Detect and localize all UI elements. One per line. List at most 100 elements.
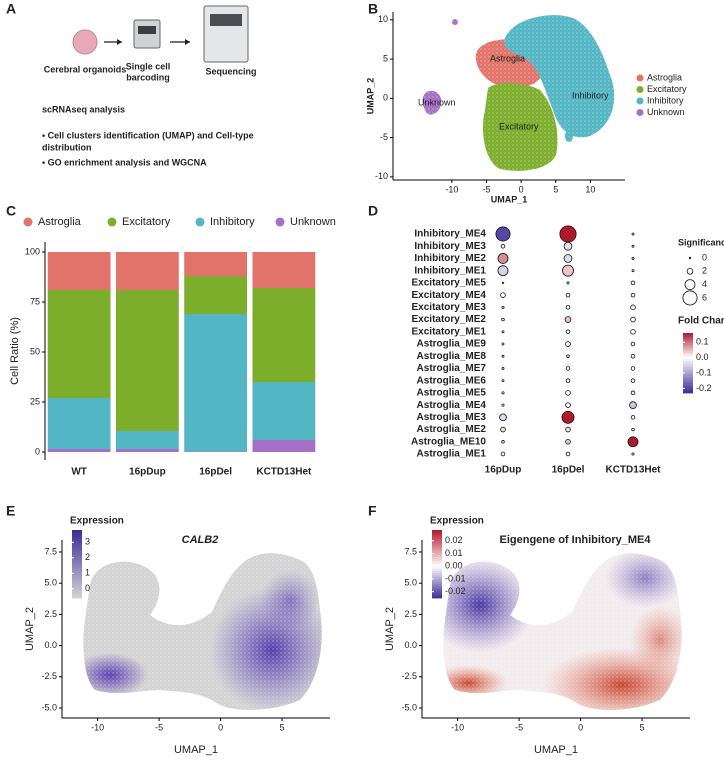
colorbar-step (432, 532, 442, 535)
bar-segment (252, 288, 316, 382)
colorbar-step (432, 552, 442, 556)
colorbar-step (432, 584, 442, 588)
dot (501, 305, 505, 309)
y-tick-label: 2.5 (404, 609, 417, 619)
dot (566, 354, 570, 358)
dot (501, 367, 505, 370)
dot (501, 317, 505, 322)
y-tick-label: 100 (25, 246, 40, 256)
x-tick-label: 5 (640, 722, 645, 732)
x-tick-label: 16pDup (129, 467, 166, 478)
colorbar-step (432, 575, 442, 578)
dot (501, 281, 505, 285)
cluster-texture (504, 15, 615, 138)
y-axis-label: UMAP_2 (384, 607, 396, 651)
x-axis-label: UMAP_1 (174, 744, 218, 756)
dot (563, 241, 573, 251)
legend-title: Fold Change (678, 316, 724, 327)
bar-segment (115, 449, 179, 452)
colorbar-step (432, 557, 442, 560)
analysis-title: scRNAseq analysis (42, 104, 125, 114)
colorbar-step (683, 355, 693, 358)
colorbar-step (432, 536, 442, 540)
colorbar-label: 3 (85, 537, 90, 547)
dot (495, 226, 511, 242)
colorbar-label: 0.00 (445, 561, 463, 571)
dot (500, 451, 506, 457)
x-axis-label: UMAP_1 (534, 744, 578, 756)
row-label: Inhibitory_ME4 (414, 229, 486, 240)
dot (565, 305, 571, 310)
legend-label: Unknown (290, 216, 336, 228)
legend-title: Significance (678, 237, 724, 247)
colorbar-label: -0.2 (696, 383, 712, 393)
dot (631, 269, 635, 273)
colorbar-step (683, 367, 693, 370)
colorbar-step (683, 339, 693, 342)
legend-label: 4 (702, 279, 707, 289)
legend-label: Astroglia (647, 72, 682, 82)
dot (630, 329, 636, 335)
colorbar-step (72, 545, 82, 549)
y-tick-label: 0 (383, 93, 388, 103)
cluster-label: Astroglia (490, 53, 525, 63)
colorbar-step (432, 579, 442, 583)
legend-title: Expression (430, 516, 484, 527)
dot (630, 341, 636, 347)
dot (562, 264, 574, 277)
colorbar-step (72, 575, 82, 578)
row-label: Astroglia_ME9 (417, 339, 487, 350)
axes: -10 -5 0 5 10 -10 -5 0 5 10 UMAP_1 UMAP_2 (365, 12, 625, 204)
row-label: Astroglia_ME5 (417, 388, 487, 399)
axes: -5.0 -2.5 0.0 2.5 5.0 7.5 -10 -5 0 5 UMAP_1 UMAP_2 (24, 540, 330, 756)
y-axis-label: UMAP_2 (365, 78, 375, 115)
legend-label: Inhibitory (210, 216, 255, 228)
y-tick-label: 0.0 (44, 640, 57, 650)
row-label: Astroglia_ME4 (417, 400, 487, 411)
colorbar-step (432, 573, 442, 576)
colorbar-step (432, 541, 442, 544)
colorbar-step (683, 369, 693, 372)
row-label: Astroglia_ME2 (417, 424, 487, 435)
dot (630, 316, 636, 323)
colorbar-step (432, 582, 442, 585)
colorbar-label: 0.1 (696, 337, 709, 347)
barcoding-screen (138, 26, 156, 34)
colorbar-step (72, 593, 82, 597)
panel-a: A Cerebral organoids Single cell barcodi… (6, 1, 257, 168)
colorbar-step (432, 561, 442, 565)
panel-label: A (6, 1, 16, 17)
colorbar-step (683, 363, 693, 366)
colorbar-step (72, 579, 82, 583)
colorbar-step (72, 536, 82, 540)
colorbar-step (72, 552, 82, 556)
column-label: 16pDup (485, 465, 522, 476)
row-label: Excitatory_ME5 (412, 278, 487, 289)
dot (501, 354, 505, 358)
legend-label: Unknown (647, 107, 685, 117)
colorbar-label: 0.02 (445, 535, 463, 545)
bullet: • Cell clusters identification (UMAP) an… (42, 130, 254, 140)
panel-label: E (6, 503, 15, 519)
row-label: Astroglia_ME10 (411, 436, 486, 447)
colorbar-step (683, 379, 693, 382)
colorbar-step (72, 530, 82, 533)
colorbar-step (683, 337, 693, 340)
colorbar-step (683, 361, 693, 364)
bar-segment (47, 290, 111, 398)
colorbar-step (72, 550, 82, 554)
dot (565, 366, 571, 371)
dot (565, 402, 571, 408)
dot (563, 254, 573, 263)
colorbar-label: 1 (85, 568, 90, 578)
dot (499, 413, 507, 422)
colorbar-label: 0.01 (445, 548, 463, 558)
row-label: Inhibitory_ME1 (414, 265, 486, 276)
x-tick-label: -10 (445, 184, 458, 194)
dot (501, 391, 505, 395)
legend-swatch (636, 86, 644, 93)
cell-cloud (83, 553, 322, 711)
x-tick-label: 0 (578, 722, 583, 732)
colorbar-step (683, 345, 693, 348)
y-tick-label: 0 (35, 446, 40, 456)
